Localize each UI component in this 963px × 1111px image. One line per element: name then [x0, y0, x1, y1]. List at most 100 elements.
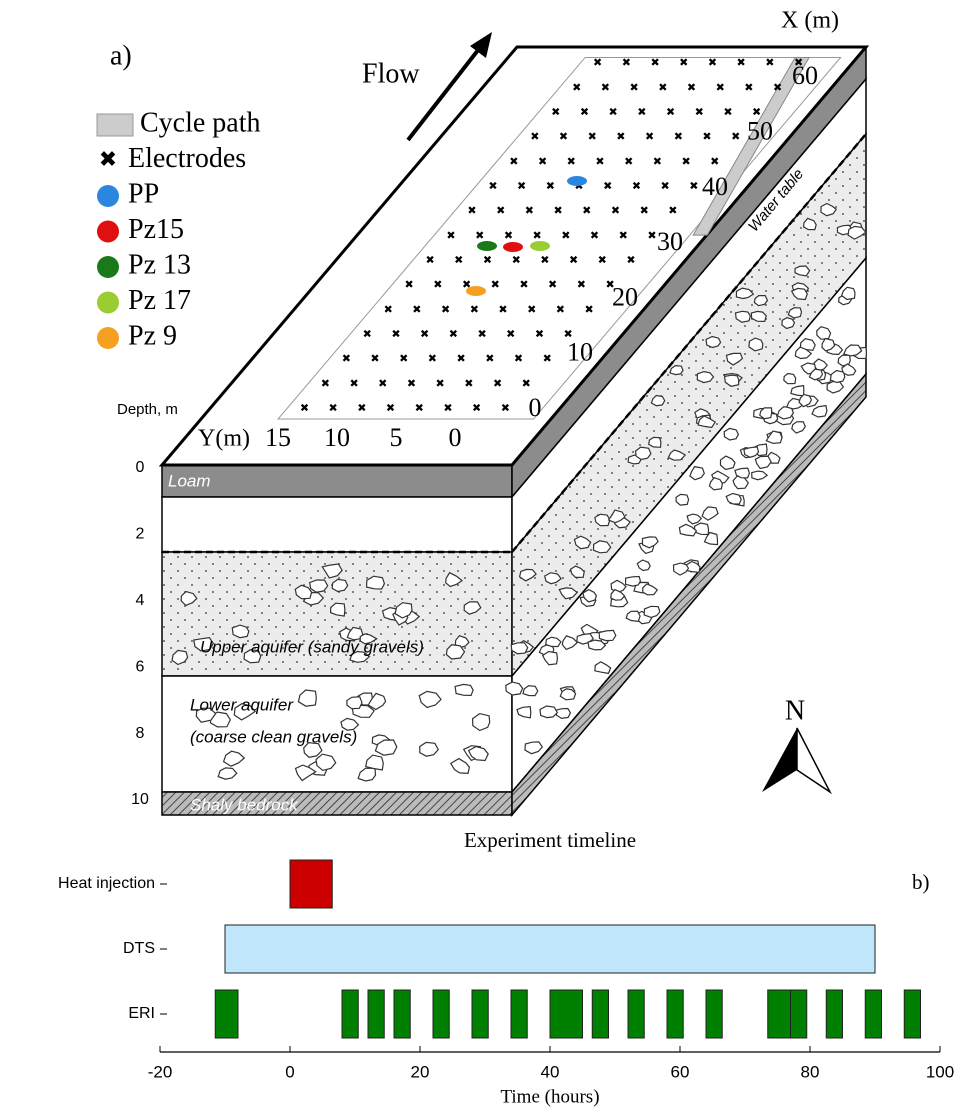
gravel — [419, 741, 439, 757]
gravel — [705, 335, 722, 349]
legend: Cycle path ✖ Electrodes PP Pz15 Pz 13 Pz 17 Pz … — [96, 107, 261, 351]
interval-bar — [767, 989, 791, 1039]
electrode: ✖ — [551, 107, 560, 119]
electrode: ✖ — [752, 107, 761, 119]
gravel — [394, 602, 413, 619]
gravel — [321, 563, 343, 579]
panel-label: a) — [110, 40, 132, 71]
electrode: ✖ — [548, 279, 557, 291]
x-axis-label: X (m) — [781, 8, 839, 34]
gravel — [555, 707, 572, 720]
electrode: ✖ — [454, 255, 463, 267]
gravel — [696, 370, 715, 384]
grid-frame — [276, 56, 842, 420]
gravel — [748, 337, 764, 352]
electrode: ✖ — [425, 255, 434, 267]
electrode: ✖ — [363, 328, 372, 340]
electrode: ✖ — [370, 353, 379, 365]
gravel — [359, 633, 378, 645]
y-tick-label: 15 — [265, 423, 291, 452]
depth-tick-label: 6 — [136, 658, 145, 675]
electrode: ✖ — [702, 131, 711, 143]
gravel — [790, 287, 808, 301]
electrode: ✖ — [559, 131, 568, 143]
gravel — [558, 587, 578, 600]
electrode: ✖ — [624, 156, 633, 168]
electrode: ✖ — [530, 131, 539, 143]
gravel — [594, 661, 612, 675]
north-arrow-right — [796, 727, 832, 795]
electrode: ✖ — [564, 328, 573, 340]
gravel — [510, 642, 529, 655]
panel-label: b) — [912, 870, 930, 894]
x-tick-label: 60 — [671, 1062, 690, 1081]
electrode: ✖ — [472, 402, 481, 414]
electrode: ✖ — [577, 279, 586, 291]
interval-bar — [214, 989, 239, 1039]
electrode: ✖ — [464, 378, 473, 390]
y-tick-label: 10 — [324, 423, 350, 452]
gravel — [669, 364, 684, 376]
electrode: ✖ — [630, 82, 639, 94]
gravel — [365, 575, 386, 590]
interval-bar — [591, 989, 609, 1039]
gravel — [787, 307, 803, 319]
interval-bar — [367, 989, 385, 1039]
gravel — [594, 513, 611, 527]
x-tick-label: 30 — [657, 227, 683, 256]
electrode: ✖ — [525, 205, 534, 217]
legend-label: Pz 13 — [128, 249, 191, 280]
legend-swatch — [97, 327, 119, 349]
electrode: ✖ — [378, 378, 387, 390]
gravel — [364, 754, 384, 771]
electrode: ✖ — [491, 279, 500, 291]
gravel — [689, 465, 705, 481]
gravel — [783, 372, 797, 385]
gravel — [449, 757, 471, 775]
electrode: ✖ — [574, 181, 583, 193]
gravel — [610, 588, 626, 601]
layer-label: Upper aquifer (sandy gravels) — [200, 637, 424, 656]
electrode: ✖ — [569, 255, 578, 267]
electrode: ✖ — [716, 82, 725, 94]
depth-tick-label: 2 — [136, 526, 145, 543]
electrode: ✖ — [590, 230, 599, 242]
flow-label: Flow — [362, 58, 420, 89]
chart-title: Experiment timeline — [464, 828, 636, 852]
gravel — [781, 317, 796, 330]
legend-swatch — [97, 220, 119, 243]
electrode: ✖ — [584, 304, 593, 316]
electrode: ✖ — [687, 82, 696, 94]
legend-label: PP — [128, 178, 159, 209]
electrode: ✖ — [647, 230, 656, 242]
cycle-path — [692, 56, 810, 236]
gravel — [331, 578, 349, 593]
electrode: ✖ — [514, 353, 523, 365]
gravel — [799, 338, 816, 352]
electrode: ✖ — [493, 378, 502, 390]
gravel — [841, 363, 857, 376]
flow-arrow-head — [470, 32, 492, 58]
gravel — [516, 706, 532, 719]
gravel — [794, 265, 811, 277]
y-tick-label: Heat injection — [58, 875, 155, 892]
gravel — [541, 650, 559, 666]
gravel — [701, 506, 719, 521]
gravel — [505, 681, 524, 696]
electrode: ✖ — [506, 328, 515, 340]
electrode: ✖ — [601, 82, 610, 94]
electrode: ✖ — [436, 378, 445, 390]
electrode: ✖ — [543, 353, 552, 365]
x-tick-label: 50 — [747, 116, 773, 145]
gravel — [346, 626, 364, 641]
electrode: ✖ — [420, 328, 429, 340]
gravel — [667, 449, 687, 461]
interval-bar — [903, 989, 921, 1039]
block-diagram: ✖ ✖ ✖ ✖ ✖ ✖ ✖ ✖ ✖ ✖ ✖ ✖ ✖ ✖ ✖ ✖ ✖ ✖ ✖ ✖ ✖ ✖ ✖ ✖ ✖ ✖ ✖ ✖ ✖ ✖ ✖ ✖ ✖ ✖ ✖ ✖ ✖ ✖ ✖ ✖… — [117, 8, 870, 818]
gravel — [794, 346, 813, 360]
electrode: ✖ — [428, 353, 437, 365]
electrode: ✖ — [496, 205, 505, 217]
well — [503, 242, 523, 252]
layer-label: Lower aquifer — [190, 695, 294, 714]
electrode: ✖ — [567, 156, 576, 168]
